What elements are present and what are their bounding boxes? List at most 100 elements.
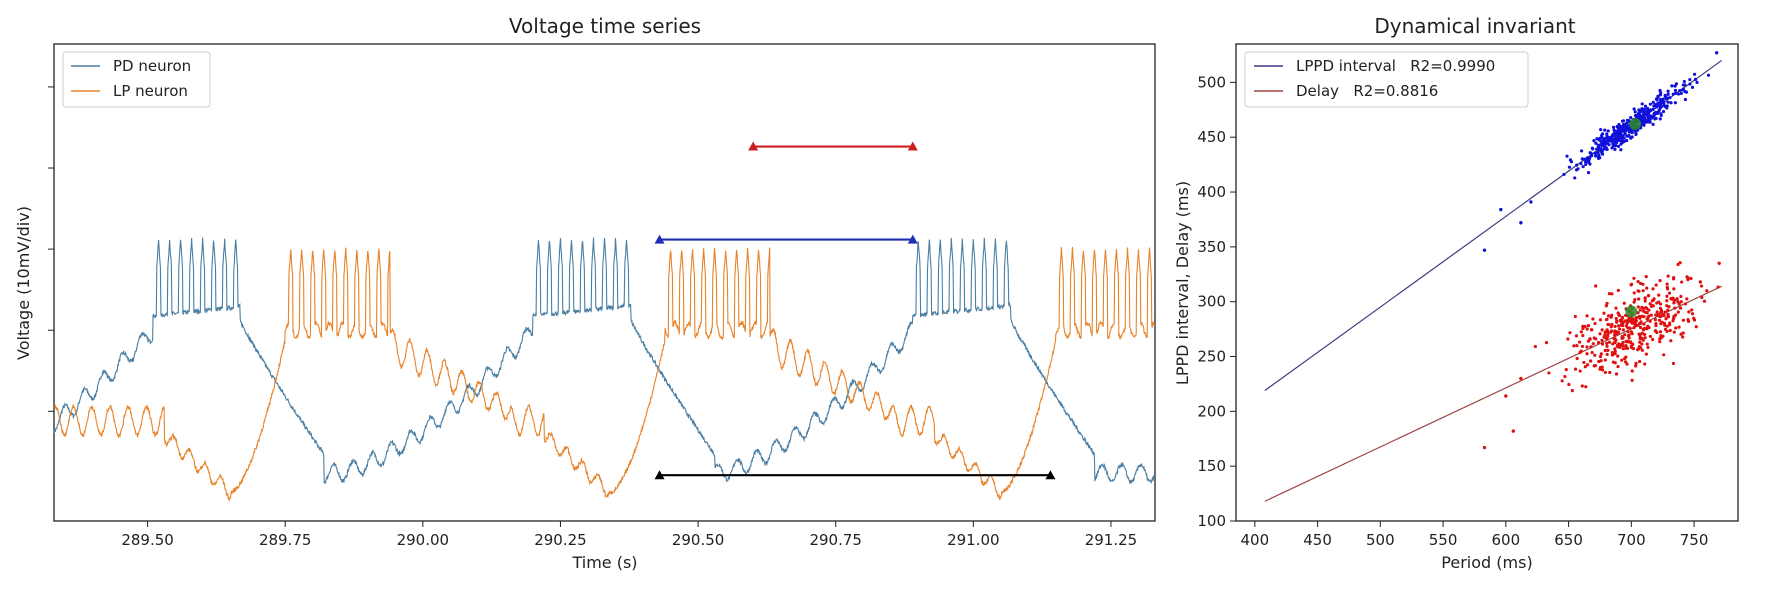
delay-point	[1645, 342, 1649, 346]
delay-point	[1511, 429, 1516, 433]
delay-point	[1579, 330, 1583, 334]
delay-point	[1661, 312, 1665, 317]
voltage-chart-title: Voltage time series	[509, 14, 701, 38]
x-tick-label: 750	[1680, 531, 1709, 549]
delay-point	[1623, 333, 1627, 337]
lppd-interval-point	[1615, 139, 1619, 143]
x-tick-label: 291.25	[1085, 531, 1138, 549]
delay-point	[1629, 330, 1633, 334]
delay-point	[1632, 291, 1636, 295]
x-tick-label: 290.00	[397, 531, 450, 549]
lppd-interval-point	[1603, 128, 1607, 132]
delay-point	[1607, 340, 1612, 344]
delay-point	[1586, 323, 1591, 328]
legend-label-delay: Delay R2=0.8816	[1296, 82, 1438, 100]
delay-point	[1676, 310, 1680, 314]
delay-point	[1585, 352, 1589, 356]
delay-point	[1629, 340, 1633, 344]
delay-point	[1614, 306, 1618, 310]
delay-point	[1624, 344, 1628, 348]
lppd-interval-point	[1643, 120, 1647, 124]
delay-point	[1640, 331, 1644, 335]
x-tick-label: 700	[1617, 531, 1646, 549]
lppd-interval-point	[1575, 163, 1579, 167]
delay-point	[1702, 299, 1707, 303]
delay-point	[1574, 334, 1579, 338]
lppd-interval-point	[1643, 116, 1647, 121]
lppd-interval-point	[1637, 111, 1641, 115]
lppd-interval-point	[1630, 135, 1634, 139]
legend-label-pd: PD neuron	[113, 57, 191, 75]
lppd-interval-point	[1666, 100, 1670, 104]
lppd-interval-point	[1599, 143, 1604, 147]
delay-point	[1673, 298, 1677, 302]
delay-mean-marker	[1625, 305, 1638, 318]
delay-point	[1603, 358, 1607, 362]
lppd-interval-point	[1666, 92, 1670, 96]
lppd-interval-point	[1589, 151, 1593, 155]
x-tick-label: 289.50	[121, 531, 174, 549]
x-tick-label: 450	[1303, 531, 1332, 549]
delay-point	[1658, 302, 1663, 306]
delay-point	[1573, 367, 1578, 371]
delay-point	[1625, 362, 1629, 366]
delay-point	[1638, 359, 1642, 364]
delay-point	[1634, 361, 1638, 366]
delay-point	[1681, 331, 1685, 335]
lppd-interval-point	[1623, 123, 1627, 127]
delay-point	[1624, 319, 1628, 323]
delay-point	[1658, 279, 1662, 283]
lppd-interval-point	[1620, 136, 1624, 140]
delay-point	[1620, 336, 1624, 341]
delay-point	[1674, 313, 1678, 317]
delay-point	[1613, 361, 1617, 365]
delay-point	[1614, 316, 1618, 321]
delay-point	[1586, 363, 1590, 367]
lppd-interval-point	[1611, 125, 1616, 129]
delay-point	[1606, 331, 1610, 336]
y-tick-label: 500	[1197, 73, 1226, 91]
lppd-interval-point	[1688, 82, 1692, 86]
lppd-interval-end-marker	[907, 234, 918, 244]
delay-point	[1598, 354, 1603, 359]
lppd-interval-point	[1613, 132, 1617, 136]
delay-point	[1651, 287, 1655, 291]
lppd-interval-point	[1673, 88, 1678, 93]
delay-point	[1671, 277, 1676, 281]
delay-point	[1681, 318, 1686, 322]
lppd-interval-point	[1616, 144, 1621, 148]
voltage-chart: Voltage time series 289.50 289.75 290.00 29…	[14, 14, 1156, 572]
delay-point	[1677, 302, 1681, 306]
delay-point	[1668, 321, 1672, 325]
delay-point	[1582, 360, 1586, 365]
delay-point	[1616, 364, 1620, 369]
delay-point	[1596, 340, 1601, 345]
delay-point	[1677, 325, 1681, 329]
delay-point	[1608, 370, 1612, 375]
delay-point	[1637, 289, 1641, 293]
delay-point	[1613, 349, 1617, 354]
delay-point	[1580, 344, 1585, 349]
lppd-interval-point	[1644, 112, 1648, 116]
delay-point	[1642, 322, 1646, 326]
delay-point	[1654, 283, 1658, 287]
delay-point	[1678, 261, 1682, 265]
lppd-interval-point	[1652, 114, 1656, 119]
delay-point	[1575, 356, 1579, 361]
lppd-interval-point	[1617, 136, 1621, 140]
voltage-y-label: Voltage (10mV/div)	[14, 206, 33, 360]
delay-point	[1657, 293, 1661, 297]
delay-point	[1698, 280, 1703, 284]
lppd-interval-point	[1634, 115, 1639, 119]
lppd-interval-point	[1642, 108, 1647, 112]
delay-point	[1666, 274, 1670, 278]
delay-point	[1673, 306, 1677, 310]
invariant-x-label: Period (ms)	[1441, 553, 1532, 572]
delay-point	[1689, 276, 1693, 281]
lppd-interval-point	[1648, 102, 1653, 106]
delay-point	[1620, 317, 1624, 321]
delay-point	[1617, 313, 1622, 318]
delay-point	[1604, 304, 1608, 308]
delay-point	[1588, 337, 1592, 341]
y-tick-label: 450	[1197, 128, 1226, 146]
